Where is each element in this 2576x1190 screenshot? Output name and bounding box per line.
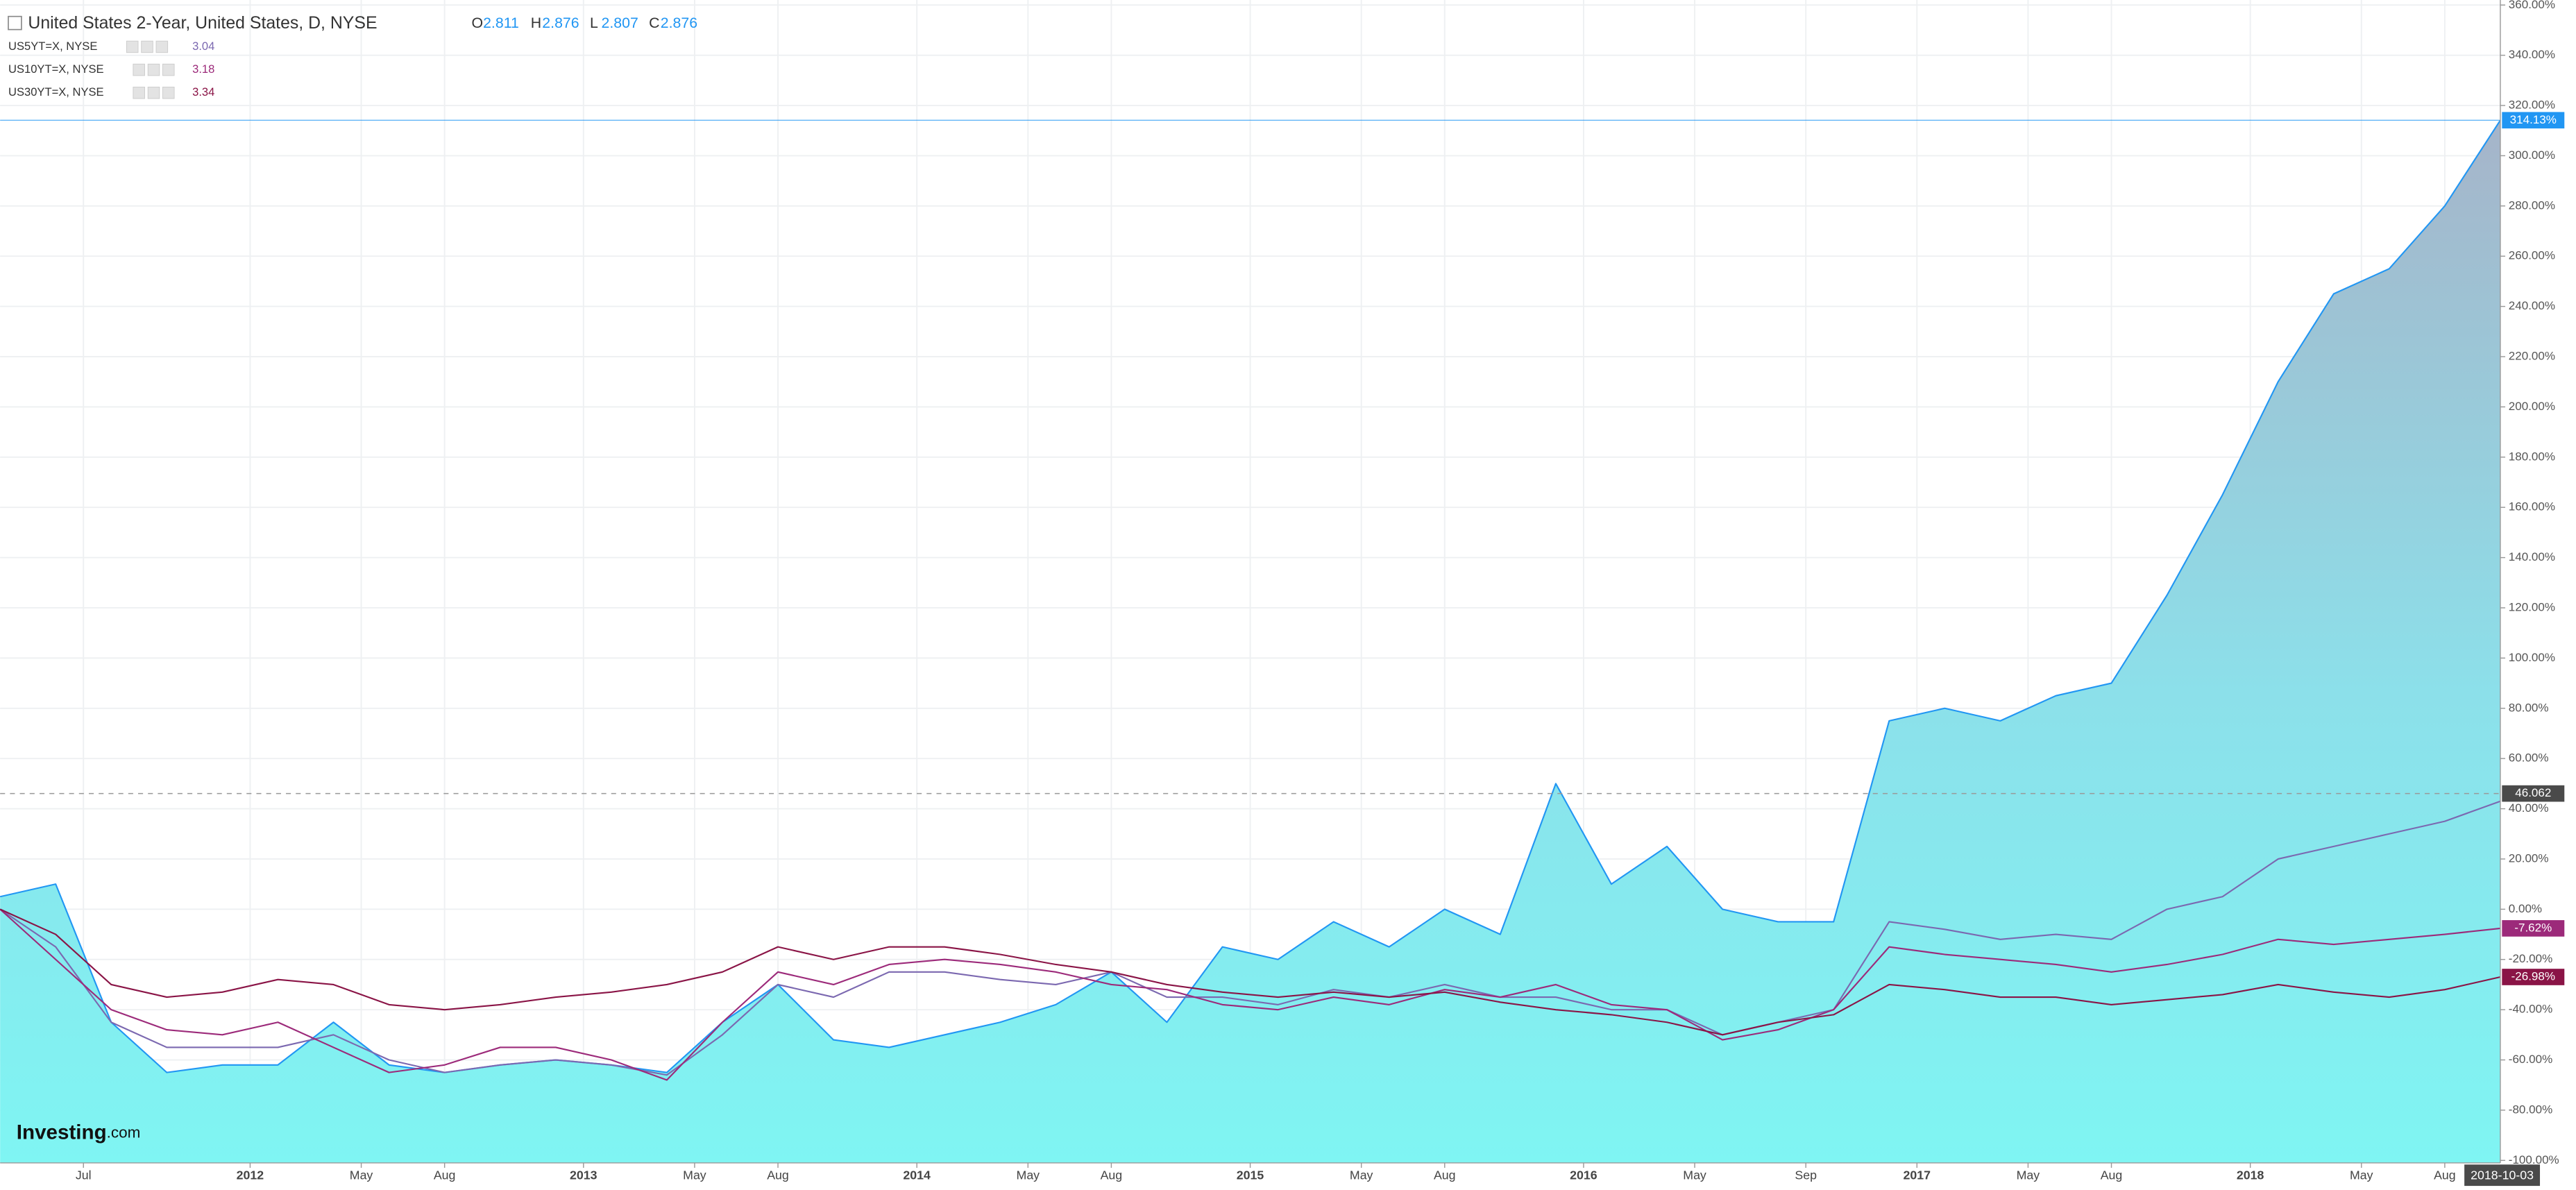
x-tick-label: Aug (2434, 1168, 2456, 1182)
x-tick-label: Aug (1101, 1168, 1123, 1182)
y-tick-label: 280.00% (2509, 198, 2555, 212)
legend-title: United States 2-Year, United States, D, … (28, 14, 377, 33)
legend-name: US30YT=X, NYSE (8, 85, 104, 99)
x-tick-label: 2015 (1237, 1168, 1264, 1182)
series-line (0, 908, 2501, 1081)
y-tick-label: 120.00% (2509, 600, 2555, 613)
y-tick-label: 140.00% (2509, 550, 2555, 563)
y-tick-label: -100.00% (2509, 1153, 2559, 1166)
x-tick-label: 2016 (1570, 1168, 1598, 1182)
crosshair-label: 46.062 (2515, 786, 2551, 799)
y-tick-label: 340.00% (2509, 48, 2555, 61)
ohlc-key: L (590, 15, 598, 31)
y-tick-label: 60.00% (2509, 751, 2549, 765)
legend-value: 3.34 (192, 85, 214, 99)
y-tick-label: 300.00% (2509, 148, 2555, 162)
x-tick-label: Sep (1795, 1168, 1817, 1182)
crosshair-date: 2018-10-03 (2471, 1168, 2534, 1182)
legend-button (155, 40, 169, 53)
ohlc-value: 2.807 (602, 15, 638, 31)
ohlc-key: C (649, 15, 659, 31)
legend-button (147, 63, 160, 76)
x-tick-label: Aug (434, 1168, 456, 1182)
y-tick-label: 320.00% (2509, 99, 2555, 112)
x-tick-label: 2014 (903, 1168, 931, 1182)
x-tick-label: Jul (76, 1168, 92, 1182)
price-label-box (2502, 920, 2565, 937)
x-tick-label: May (683, 1168, 706, 1182)
legend-button (141, 40, 153, 53)
x-tick-label: May (2350, 1168, 2373, 1182)
x-tick-label: 2012 (237, 1168, 264, 1182)
y-tick-label: 160.00% (2509, 500, 2555, 513)
x-tick-label: Aug (1434, 1168, 1456, 1182)
price-label-box (2502, 969, 2565, 985)
y-tick-label: 20.00% (2509, 851, 2549, 865)
legend-button (162, 86, 175, 99)
price-label: 314.13% (2510, 113, 2557, 126)
series-line (0, 908, 2501, 1036)
y-tick-label: -40.00% (2509, 1003, 2552, 1016)
y-tick-label: 100.00% (2509, 651, 2555, 664)
y-tick-label: -80.00% (2509, 1103, 2552, 1116)
y-tick-label: 0.00% (2509, 902, 2542, 915)
logo-suffix: .com (107, 1123, 141, 1141)
x-tick-label: May (2017, 1168, 2040, 1182)
price-label: -7.62% (2514, 921, 2552, 934)
x-tick-label: Aug (767, 1168, 789, 1182)
y-tick-label: 80.00% (2509, 701, 2549, 714)
y-tick-label: 260.00% (2509, 249, 2555, 262)
ohlc-value: 2.811 (483, 15, 519, 31)
x-tick-label: May (350, 1168, 373, 1182)
legend-button (133, 86, 145, 99)
x-tick-label: May (1683, 1168, 1706, 1182)
ohlc-value: 2.876 (542, 15, 579, 31)
crosshair-label-box (2502, 785, 2565, 802)
x-tick-label: 2017 (1904, 1168, 1931, 1182)
y-tick-label: 220.00% (2509, 350, 2555, 363)
logo: Investing.com (17, 1121, 141, 1144)
logo-brand: Investing (17, 1121, 107, 1144)
legend-button (147, 86, 160, 99)
price-label: -26.98% (2511, 970, 2555, 983)
x-tick-label: 2018 (2237, 1168, 2264, 1182)
ohlc-value: 2.876 (661, 15, 697, 31)
y-tick-label: -20.00% (2509, 952, 2552, 965)
crosshair-date-box (2464, 1164, 2541, 1187)
legend-button (126, 40, 139, 53)
y-tick-label: 360.00% (2509, 0, 2555, 11)
y-tick-label: 240.00% (2509, 299, 2555, 312)
collapse-icon (8, 15, 22, 31)
legend-name: US5YT=X, NYSE (8, 40, 97, 53)
y-tick-label: 180.00% (2509, 450, 2555, 463)
x-tick-label: May (1017, 1168, 1040, 1182)
y-tick-label: -60.00% (2509, 1053, 2552, 1066)
ohlc-key: O (472, 15, 484, 31)
price-label-box (2502, 112, 2565, 129)
ohlc-key: H (531, 15, 541, 31)
x-tick-label: Aug (2101, 1168, 2123, 1182)
x-tick-label: May (1350, 1168, 1373, 1182)
area (0, 120, 2500, 1163)
y-tick-label: 200.00% (2509, 400, 2555, 413)
legend-value: 3.04 (192, 40, 214, 53)
y-tick-label: 40.00% (2509, 801, 2549, 815)
legend-value: 3.18 (192, 62, 214, 76)
legend-button (162, 63, 175, 76)
legend-button (133, 63, 145, 76)
x-tick-label: 2013 (570, 1168, 598, 1182)
legend-name: US10YT=X, NYSE (8, 62, 104, 76)
series-line (0, 800, 2501, 1076)
